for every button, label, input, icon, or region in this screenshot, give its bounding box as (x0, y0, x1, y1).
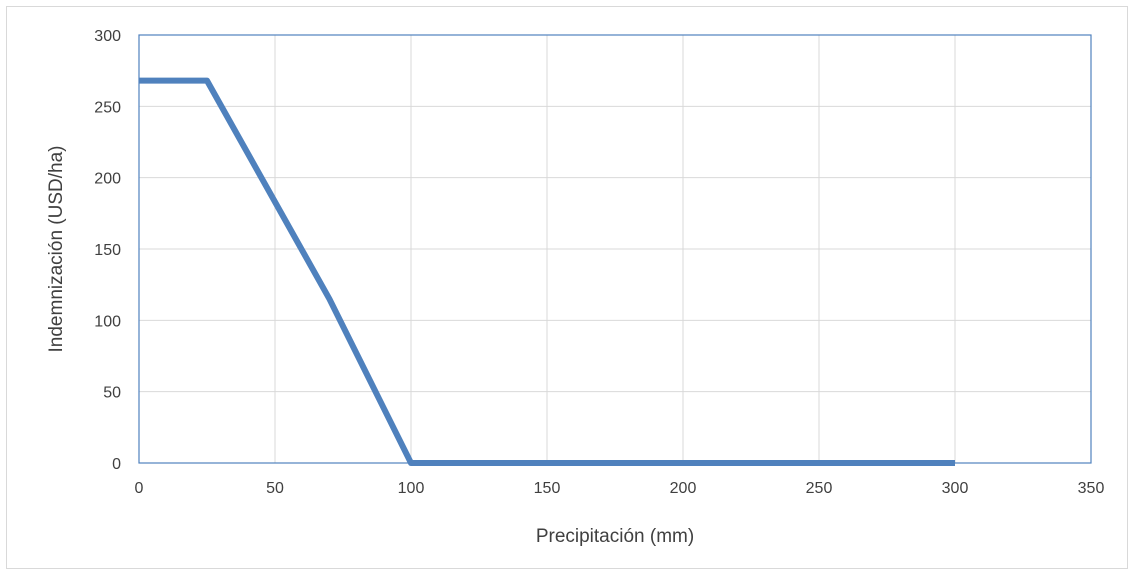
y-tick-label: 250 (94, 99, 121, 116)
y-tick-label: 200 (94, 171, 121, 188)
chart-frame (6, 6, 1128, 569)
series-layer (139, 77, 955, 466)
y-tick-label: 300 (94, 28, 121, 45)
x-tick-label: 150 (534, 480, 561, 497)
y-axis-ticks: 0 50 100 150 200 250 300 (94, 28, 121, 473)
y-axis-title: Indemnización (USD/ha) (46, 146, 67, 353)
x-tick-label: 0 (135, 480, 144, 497)
x-axis-title: Precipitación (mm) (536, 526, 694, 547)
y-tick-label: 150 (94, 242, 121, 259)
grid-lines (139, 35, 1091, 464)
y-tick-label: 50 (103, 385, 121, 402)
x-tick-label: 50 (266, 480, 284, 497)
x-tick-label: 200 (670, 480, 697, 497)
x-tick-label: 300 (942, 480, 969, 497)
x-tick-label: 100 (398, 480, 425, 497)
series-line (139, 77, 955, 466)
x-axis-ticks: 0 50 100 150 200 250 300 350 (135, 480, 1105, 497)
x-tick-label: 350 (1078, 480, 1105, 497)
y-tick-label: 0 (112, 456, 121, 473)
y-tick-label: 100 (94, 313, 121, 330)
x-tick-label: 250 (806, 480, 833, 497)
